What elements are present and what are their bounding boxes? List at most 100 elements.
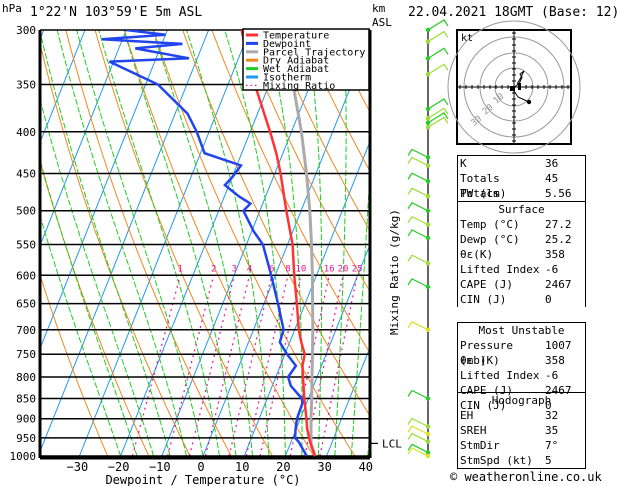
temperature-tick-label: −30 <box>67 460 89 474</box>
hodograph-unit-label: kt <box>461 33 473 44</box>
isotherm-line <box>161 30 333 457</box>
most-unstable-table: Most Unstable Pressure (mb) 1007 θε (K) 358 L… <box>457 322 586 413</box>
index-label: θε (K) <box>460 354 500 367</box>
wind-barb <box>407 417 429 428</box>
pressure-tick-label: 850 <box>16 392 36 405</box>
index-row: K 36 <box>458 156 585 171</box>
index-label: θε(K) <box>460 248 494 261</box>
mixing-ratio-axis-label: Mixing Ratio (g/kg) <box>388 209 401 335</box>
pressure-tick-label: 400 <box>16 126 36 139</box>
temperature-tick-label: 30 <box>317 460 331 474</box>
index-value: 0 <box>545 399 552 412</box>
index-value: 358 <box>545 354 565 367</box>
index-row: EH 32 <box>458 408 585 423</box>
pressure-tick-label: 550 <box>16 238 36 251</box>
isotherm-line <box>120 30 292 457</box>
table-section-title: Hodograph <box>491 394 552 407</box>
mixing-ratio-line <box>259 275 302 457</box>
index-label: EH <box>460 409 474 422</box>
wind-barb <box>427 47 449 59</box>
index-row: StmDir 7° <box>458 438 585 453</box>
copyright-footer[interactable]: © weatheronline.co.uk <box>450 470 602 484</box>
wind-barb <box>407 425 429 435</box>
isotherm-line <box>202 37 370 457</box>
indices-top-table: K 36 Totals Totals 45 PW (cm) 5.56 <box>457 155 586 201</box>
index-row: StmSpd (kt) 5 <box>458 453 585 468</box>
index-value: 5 <box>545 454 552 467</box>
mixing-ratio-line <box>228 275 273 457</box>
table-section-title: Surface <box>498 203 545 216</box>
hodograph-trace <box>513 90 530 103</box>
index-label: Lifted Index <box>460 369 540 382</box>
index-value: 2467 <box>545 384 572 397</box>
pressure-tick-label: 900 <box>16 413 36 426</box>
wind-barb <box>407 201 429 212</box>
wind-barb <box>407 321 429 331</box>
isotherm-line <box>326 346 370 457</box>
wet-adiabat-line <box>76 30 204 457</box>
pressure-tick-label: 350 <box>16 79 36 92</box>
wind-barb <box>407 447 429 457</box>
wet-adiabat-line <box>123 30 237 457</box>
index-value: 2467 <box>545 278 572 291</box>
mixing-ratio-tick-label: 1 <box>178 264 183 274</box>
wet-adiabat-line <box>40 30 171 457</box>
index-label: CAPE (J) <box>460 278 513 291</box>
pressure-tick-label: 800 <box>16 371 36 384</box>
datetime-title: 22.04.2021 18GMT (Base: 12) <box>408 5 620 20</box>
index-value: 358 <box>545 248 565 261</box>
wind-barb <box>407 187 429 197</box>
pressure-tick-label: 450 <box>16 167 36 180</box>
isotherm-line <box>40 30 86 144</box>
height-unit-asl: ASL <box>372 16 392 29</box>
isotherm-line <box>78 30 251 457</box>
wet-adiabat-line <box>56 30 187 457</box>
temperature-tick-label: −10 <box>149 460 171 474</box>
profiles <box>101 30 317 457</box>
index-value: 45 <box>545 172 559 185</box>
wind-barbs <box>407 19 449 459</box>
index-value: 0 <box>545 293 552 306</box>
index-label: Lifted Index <box>460 263 540 276</box>
index-row: CAPE (J) 2467 <box>458 383 585 398</box>
index-row: Pressure (mb) 1007 <box>458 338 585 367</box>
index-row: θε (K) 358 <box>458 353 585 368</box>
index-label: StmSpd (kt) <box>460 454 533 467</box>
legend-box <box>242 28 370 91</box>
hodograph-marker <box>518 83 521 90</box>
pressure-tick-label: 500 <box>16 205 36 218</box>
mixing-ratio-line <box>319 275 358 457</box>
legend-item-label: Wet Adiabat <box>263 64 329 75</box>
wind-barb <box>407 432 429 443</box>
wind-barb <box>427 98 449 110</box>
wind-barb <box>427 30 449 43</box>
temperature-curve <box>240 30 317 457</box>
pressure-tick-label: 650 <box>16 298 36 311</box>
index-label: K <box>460 157 467 170</box>
height-unit-km: km <box>372 2 386 15</box>
wind-barb <box>427 107 449 119</box>
wind-barb <box>407 254 429 264</box>
wind-barb <box>407 156 429 167</box>
wind-barb <box>407 229 429 239</box>
mixing-ratio-line <box>204 275 251 457</box>
index-label: CAPE (J) <box>460 384 513 397</box>
dry-adiabat-line <box>592 30 629 456</box>
hodograph-storm-point <box>526 99 532 105</box>
index-label: CIN (J) <box>460 399 507 412</box>
wind-barb <box>427 112 449 124</box>
mixing-ratio-tick-label: 20 <box>338 264 349 274</box>
mixing-ratio-tick-label: 3 <box>232 264 237 274</box>
temperature-tick-label: 20 <box>276 460 290 474</box>
pressure-tick-label: 1000 <box>10 450 37 463</box>
background-lines <box>40 30 629 457</box>
wind-barb <box>407 172 429 182</box>
mixing-ratio-tick-label: 8 <box>285 264 290 274</box>
wet-adiabat-line <box>224 30 286 456</box>
dry-adiabat-line <box>153 30 356 457</box>
temperature-tick-label: 40 <box>359 460 373 474</box>
index-label: Totals Totals <box>460 172 500 200</box>
height-unit-label: km ASL <box>372 2 392 30</box>
